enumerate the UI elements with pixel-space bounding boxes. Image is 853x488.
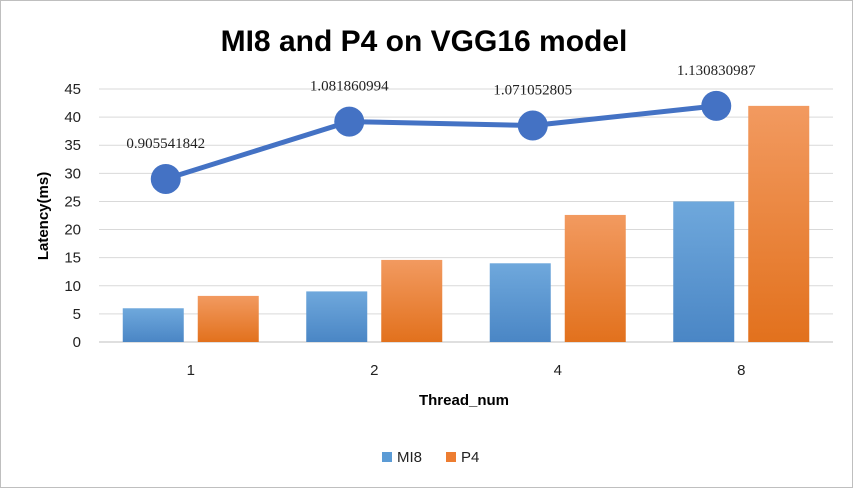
chart-title: MI8 and P4 on VGG16 model — [221, 25, 628, 58]
legend-swatch-p4 — [446, 452, 456, 462]
line-overlay: 0.905541842 1.081860994 1.071052805 1.13083… — [126, 63, 756, 194]
overlay-point — [517, 110, 548, 141]
bar-mi8 — [489, 263, 551, 342]
bar-p4 — [564, 214, 626, 342]
legend: MI8 P4 — [382, 449, 479, 466]
x-tick-label: 1 — [187, 362, 195, 379]
overlay-point — [701, 90, 732, 121]
x-tick-label: 4 — [554, 362, 562, 379]
y-axis-ticks: 0 5 10 15 20 25 30 35 40 45 — [64, 81, 81, 351]
x-axis-title: Thread_num — [419, 392, 509, 409]
bar-mi8 — [673, 201, 735, 342]
y-tick-label: 25 — [64, 193, 81, 210]
overlay-data-label: 0.905541842 — [126, 136, 205, 152]
bar-p4 — [748, 105, 810, 342]
y-tick-label: 15 — [64, 250, 81, 267]
overlay-data-label: 1.130830987 — [677, 63, 756, 79]
y-axis-title: Latency(ms) — [35, 172, 52, 260]
overlay-point — [334, 106, 365, 137]
y-tick-label: 20 — [64, 222, 81, 239]
y-tick-label: 40 — [64, 109, 81, 126]
y-tick-label: 30 — [64, 165, 81, 182]
x-axis-ticks: 1 2 4 8 — [187, 362, 746, 379]
bar-mi8 — [306, 291, 368, 342]
overlay-line — [165, 103, 717, 182]
x-tick-label: 8 — [737, 362, 745, 379]
y-tick-label: 45 — [64, 81, 81, 98]
bars — [122, 105, 810, 342]
overlay-data-label: 1.071052805 — [493, 83, 572, 99]
legend-swatch-mi8 — [382, 452, 392, 462]
bar-mi8 — [122, 308, 184, 342]
x-tick-label: 2 — [370, 362, 378, 379]
overlay-point — [150, 163, 181, 194]
legend-label-p4: P4 — [461, 449, 479, 466]
y-tick-label: 10 — [64, 278, 81, 295]
legend-label-mi8: MI8 — [397, 449, 422, 466]
y-tick-label: 35 — [64, 137, 81, 154]
overlay-data-label: 1.081860994 — [310, 79, 389, 95]
bar-p4 — [197, 295, 259, 342]
bar-p4 — [381, 259, 443, 342]
y-tick-label: 5 — [73, 306, 81, 323]
y-tick-label: 0 — [73, 334, 81, 351]
